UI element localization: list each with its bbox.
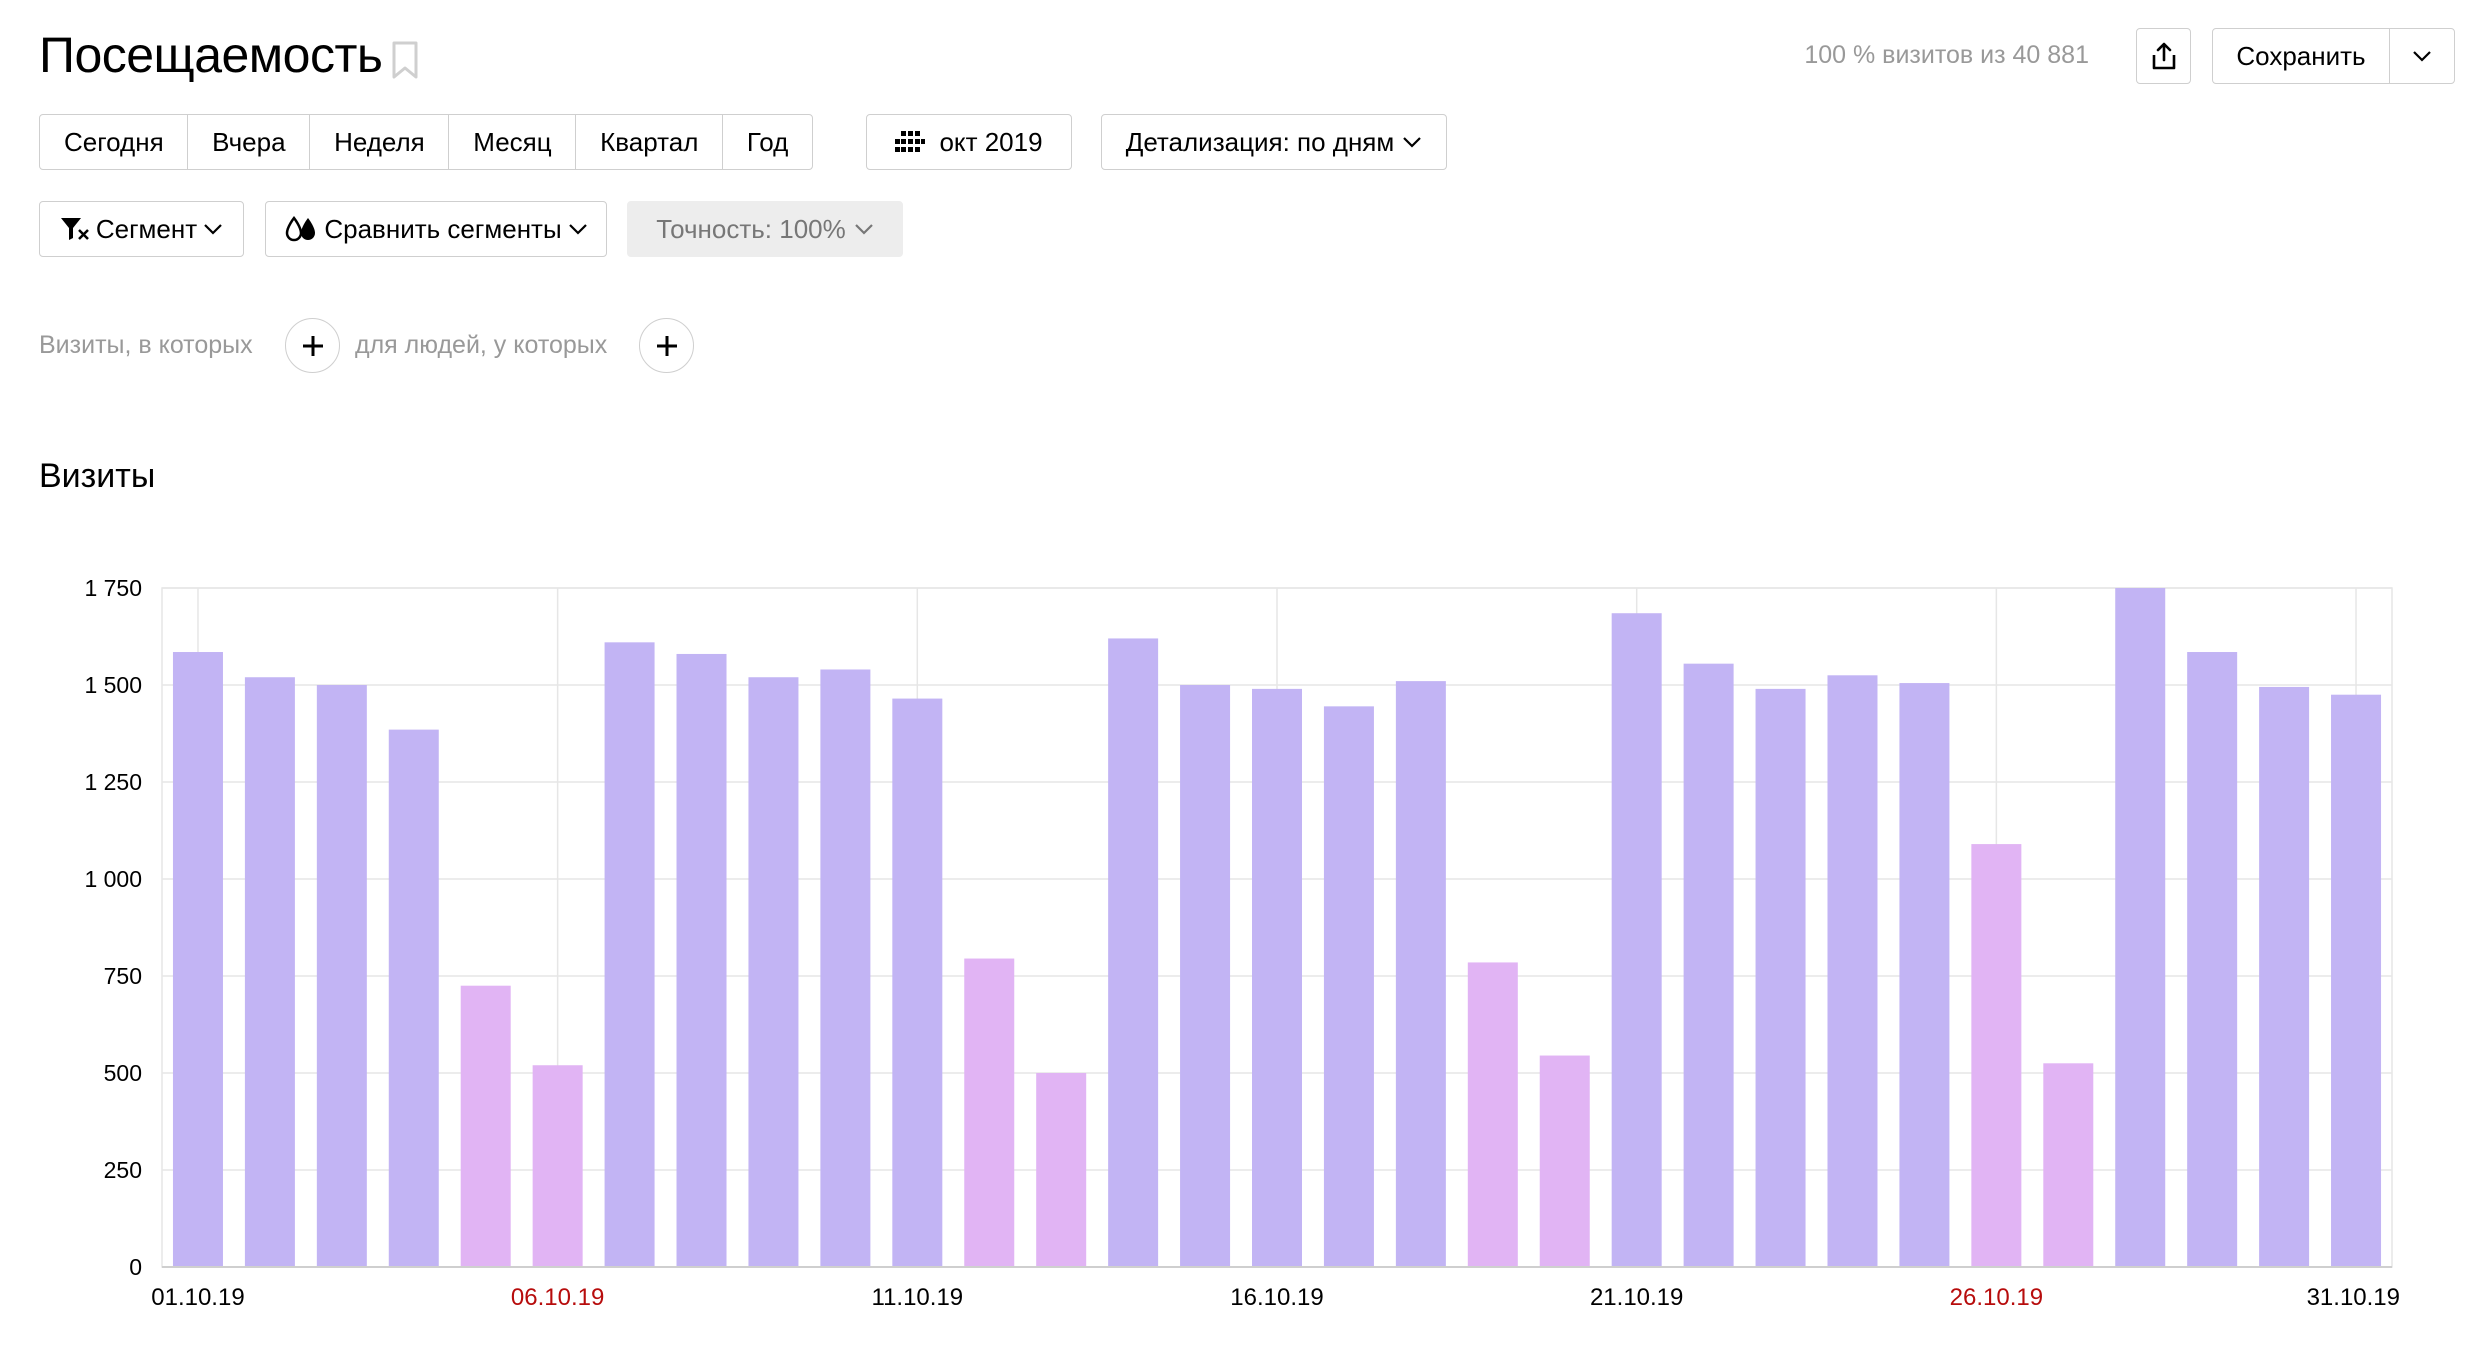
save-button-group: Сохранить: [2212, 28, 2455, 84]
bar: [244, 677, 295, 1267]
x-tick-label: 06.10.19: [511, 1284, 604, 1311]
bar: [820, 669, 871, 1267]
period-yesterday-button[interactable]: Вчера: [187, 114, 311, 170]
y-tick-label: 250: [104, 1157, 142, 1183]
chevron-down-icon: [854, 224, 873, 235]
bar: [2331, 694, 2382, 1267]
bar: [1755, 688, 1806, 1267]
filter-icon: [60, 218, 89, 240]
x-tick-label: 01.10.19: [151, 1284, 244, 1311]
add-visit-condition-button[interactable]: [285, 318, 340, 373]
bar: [604, 642, 655, 1267]
period-year-button[interactable]: Год: [721, 114, 814, 170]
bar: [1180, 685, 1231, 1267]
month-picker-button[interactable]: окт 2019: [866, 114, 1072, 170]
add-people-condition-button[interactable]: [639, 318, 694, 373]
x-tick-label: 11.10.19: [872, 1284, 964, 1311]
y-tick-label: 500: [104, 1060, 142, 1086]
period-today-button[interactable]: Сегодня: [39, 114, 189, 170]
bar: [892, 698, 943, 1267]
visits-summary: 100 % визитов из 40 881: [1804, 41, 2089, 69]
bookmark-icon[interactable]: [388, 40, 422, 80]
bar: [172, 652, 223, 1267]
compare-segments-label: Сравнить сегменты: [324, 213, 562, 244]
bar: [748, 677, 799, 1267]
x-tick-label: 21.10.19: [1590, 1284, 1683, 1311]
page-title: Посещаемость: [39, 27, 383, 83]
bar: [1323, 706, 1374, 1267]
bar: [1899, 683, 1950, 1267]
accuracy-label: Точность: 100%: [656, 213, 846, 244]
bar: [1467, 962, 1518, 1267]
y-tick-label: 1 500: [84, 672, 142, 698]
period-quarter-button[interactable]: Квартал: [575, 114, 724, 170]
calendar-grid-icon: [895, 131, 926, 152]
share-button[interactable]: [2136, 28, 2191, 84]
visits-condition-label: Визиты, в которых: [39, 331, 253, 359]
x-tick-label: 16.10.19: [1230, 1284, 1323, 1311]
save-options-button[interactable]: [2388, 28, 2455, 84]
y-tick-label: 750: [104, 963, 142, 989]
detail-dropdown[interactable]: Детализация: по дням: [1101, 114, 1447, 170]
x-tick-label: 31.10.19: [2307, 1284, 2400, 1311]
bar: [1036, 1073, 1087, 1267]
segment-dropdown[interactable]: Сегмент: [39, 201, 244, 257]
detail-label: Детализация: по дням: [1125, 126, 1395, 157]
compare-segments-dropdown[interactable]: Сравнить сегменты: [265, 201, 607, 257]
month-picker-label: окт 2019: [939, 126, 1043, 157]
bar: [1683, 663, 1734, 1267]
accuracy-dropdown[interactable]: Точность: 100%: [627, 201, 903, 257]
bar: [1252, 688, 1302, 1267]
bar: [316, 685, 367, 1267]
save-button[interactable]: Сохранить: [2212, 28, 2390, 84]
y-tick-label: 1 250: [84, 769, 142, 795]
chevron-down-icon: [204, 224, 222, 235]
bar: [532, 1065, 583, 1267]
y-tick-label: 0: [129, 1254, 142, 1280]
bar: [1395, 681, 1446, 1267]
bar: [1827, 675, 1878, 1267]
plus-icon: [656, 335, 677, 356]
bar: [676, 653, 727, 1267]
bar: [460, 985, 511, 1267]
segment-label: Сегмент: [95, 213, 198, 244]
chevron-down-icon: [2412, 51, 2431, 62]
bar: [2187, 652, 2238, 1267]
bar: [2259, 686, 2310, 1267]
chart-title: Визиты: [39, 457, 156, 495]
plus-icon: [302, 335, 323, 356]
bar: [1611, 613, 1662, 1267]
share-icon: [2152, 42, 2175, 70]
bar: [2115, 588, 2166, 1267]
bar: [1971, 844, 2022, 1267]
bar: [1108, 638, 1159, 1267]
x-tick-label: 26.10.19: [1950, 1284, 2043, 1311]
visits-bar-chart: 0 250 500 750 1 000 1 250 1 500 1 750 01.10.19 06…: [84, 575, 2400, 1311]
y-tick-label: 1 750: [84, 575, 142, 601]
bar: [1539, 1055, 1590, 1267]
chevron-down-icon: [1403, 137, 1422, 148]
period-month-button[interactable]: Месяц: [448, 114, 577, 170]
bar: [388, 729, 439, 1267]
period-selector: Сегодня Вчера Неделя Месяц Квартал Год: [39, 114, 814, 170]
bar: [964, 958, 1015, 1267]
period-week-button[interactable]: Неделя: [309, 114, 450, 170]
chevron-down-icon: [568, 224, 587, 235]
y-tick-label: 1 000: [84, 866, 142, 892]
people-condition-label: для людей, у которых: [355, 331, 608, 359]
bar: [2043, 1063, 2094, 1267]
drops-icon: [286, 215, 316, 242]
